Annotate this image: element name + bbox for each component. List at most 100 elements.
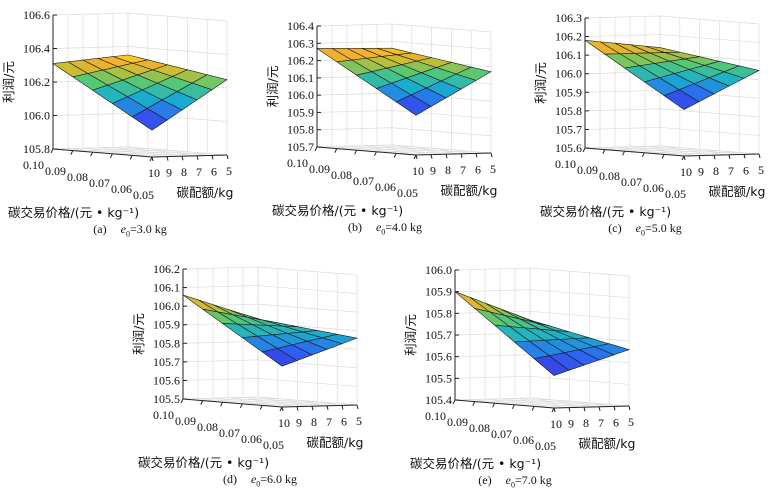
caption-sub: 0: [125, 229, 130, 239]
z-tick-label: 105.9: [287, 105, 314, 119]
z-axis-label: 利润/元: [533, 62, 548, 104]
quota-tick-label: 10: [550, 417, 562, 431]
quota-axis: [683, 153, 760, 157]
price-tick-label: 0.10: [287, 156, 308, 170]
price-axis-label: 碳交易价格/(元 • kg⁻¹): [8, 205, 139, 220]
gridline: [629, 146, 730, 156]
price-axis-label: 碳交易价格/(元 • kg⁻¹): [540, 204, 671, 219]
gridline: [529, 267, 630, 277]
gridline: [316, 40, 393, 44]
price-tick-label: 0.06: [241, 432, 262, 446]
quota-tick-label: 10: [148, 166, 160, 180]
z-tick-label: 105.8: [425, 306, 452, 320]
surface-plot-b: 105.7 105.8 105.9 106.0 106.1 106.2 106.3 106.4…: [255, 0, 515, 249]
gridline: [499, 398, 600, 408]
gridline: [182, 359, 259, 363]
gridline: [182, 266, 259, 270]
z-tick-label: 105.8: [287, 123, 314, 137]
quota-axis-label: 碳配额/kg: [177, 185, 234, 200]
caption: (a) e0=3.0 kg: [93, 222, 166, 239]
quota-tick-label: 6: [341, 414, 347, 428]
z-tick-label: 106.4: [23, 42, 50, 56]
z-tick-label: 106.2: [287, 54, 314, 68]
price-tick-label: 0.09: [447, 415, 468, 429]
price-tick-label: 0.05: [397, 186, 418, 200]
quota-tick-label: 7: [598, 416, 604, 430]
price-tick-label: 0.07: [219, 426, 240, 440]
z-tick-label: 105.6: [555, 141, 582, 155]
quota-tick-label: 5: [356, 414, 362, 428]
quota-tick-label: 9: [568, 417, 574, 431]
gridline: [659, 108, 760, 118]
price-tick: [220, 401, 224, 407]
z-tick-label: 106.0: [287, 88, 314, 102]
z-tick-label: 106.3: [555, 11, 582, 25]
gridline: [644, 146, 745, 155]
caption-sub: 0: [381, 227, 386, 237]
quota-tick: [553, 407, 556, 413]
quota-tick: [326, 405, 329, 410]
price-axis-label: 碳交易价格/(元 • kg⁻¹): [138, 455, 269, 470]
price-tick: [109, 153, 113, 159]
z-tick-label: 105.7: [287, 140, 314, 154]
z-tick-label: 106.0: [555, 67, 582, 81]
z-axis-label: 利润/元: [403, 314, 418, 356]
caption-sub: 0: [256, 479, 261, 489]
gridline: [182, 378, 259, 381]
z-axis-label: 利润/元: [131, 313, 146, 355]
z-tick-label: 106.1: [555, 48, 582, 62]
price-tick-label: 0.07: [353, 174, 374, 188]
quota-tick-label: 9: [430, 164, 436, 178]
price-tick-label: 0.05: [133, 188, 154, 202]
surface-cell: [533, 355, 570, 376]
quota-tick: [226, 154, 229, 160]
gridline: [529, 310, 630, 320]
price-tick-label: 0.05: [665, 187, 686, 201]
quota-tick: [281, 406, 284, 412]
surface-plot-e: 105.4 105.5 105.6 105.7 105.8 105.9 106.0 0.10 0…: [385, 240, 645, 489]
z-tick-label: 105.6: [425, 350, 452, 364]
gridline: [484, 398, 585, 408]
price-tick: [511, 404, 515, 410]
quota-tick: [356, 404, 359, 410]
caption-label: (b): [347, 220, 362, 234]
gridline: [529, 375, 630, 385]
gridline: [584, 34, 661, 37]
surface-cell: [182, 294, 218, 313]
gridline: [529, 397, 630, 407]
quota-tick-label: 8: [311, 415, 317, 429]
caption-var: e: [120, 222, 126, 236]
price-tick: [622, 150, 626, 156]
quota-tick: [445, 154, 448, 159]
price-tick-label: 0.05: [535, 439, 556, 453]
z-tick-label: 105.8: [153, 336, 180, 350]
gridline: [257, 266, 358, 276]
z-tick-label: 106.3: [287, 36, 314, 50]
z-tick-label: 105.9: [555, 85, 582, 99]
price-axis: [182, 398, 283, 408]
quota-tick: [211, 155, 214, 160]
gridline: [182, 285, 259, 288]
surface-plot-svg: 105.5 105.6 105.7 105.8 105.9 106.0 106.1 106.2…: [131, 262, 363, 470]
gridline: [127, 12, 228, 22]
quota-tick: [296, 406, 299, 411]
quota-tick-label: 7: [326, 415, 332, 429]
gridline: [659, 34, 760, 43]
quota-tick: [743, 154, 746, 159]
quota-tick: [475, 153, 478, 158]
quota-tick: [698, 155, 701, 160]
quota-tick-label: 7: [196, 165, 202, 179]
z-tick-label: 106.4: [287, 19, 314, 33]
surface-cell: [131, 108, 168, 131]
gridline: [257, 303, 358, 313]
quota-tick: [311, 406, 314, 411]
quota-tick: [490, 152, 493, 158]
gridline: [331, 146, 432, 155]
price-tick-label: 0.10: [153, 408, 174, 422]
quota-tick: [166, 156, 169, 161]
caption-var: e: [635, 221, 641, 235]
z-tick-label: 105.5: [425, 371, 452, 385]
surface-cell: [395, 94, 432, 116]
z-tick-label: 106.2: [153, 262, 180, 276]
